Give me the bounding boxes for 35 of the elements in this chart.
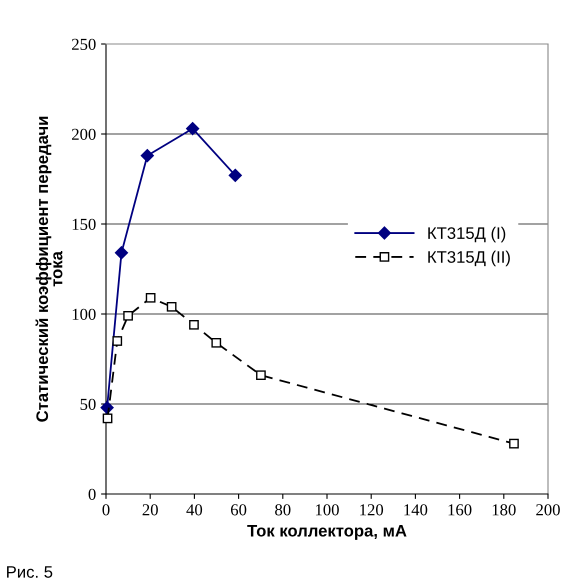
x-axis-title: Ток коллектора, мА xyxy=(247,525,407,540)
point xyxy=(123,310,133,321)
y-tick-label: 250 xyxy=(72,38,96,50)
legend-label: КТ315Д (II) xyxy=(428,250,510,266)
point xyxy=(102,414,112,424)
point xyxy=(189,320,199,330)
x-tick-label: 60 xyxy=(230,504,246,516)
x-tick-label: 0 xyxy=(102,504,110,516)
point xyxy=(211,338,222,348)
y-tick-label: 200 xyxy=(72,128,96,140)
point xyxy=(112,336,122,346)
point xyxy=(256,370,266,380)
point xyxy=(509,438,519,448)
x-tick-label: 200 xyxy=(536,504,560,516)
point xyxy=(186,122,200,136)
point xyxy=(146,292,156,303)
x-tick-label: 40 xyxy=(186,504,202,516)
x-tick-label: 120 xyxy=(360,504,384,516)
x-tick-label: 160 xyxy=(448,504,472,516)
y-tick-label: 100 xyxy=(72,308,96,320)
point xyxy=(114,246,128,260)
point xyxy=(228,168,242,182)
legend-label: КТ315Д (I) xyxy=(428,226,506,242)
y-tick-label: 50 xyxy=(80,398,96,410)
x-tick-label: 80 xyxy=(275,504,290,516)
y-tick-label: 0 xyxy=(88,488,96,500)
point xyxy=(140,149,154,162)
x-tick-label: 20 xyxy=(142,504,158,516)
point xyxy=(166,302,176,312)
y-axis-title: Статический коэффициент передачи тока xyxy=(36,116,62,422)
text: Рис. 5 xyxy=(7,566,52,578)
x-tick-label: 180 xyxy=(492,504,516,516)
x-tick-label: 100 xyxy=(316,504,339,516)
x-tick-label: 140 xyxy=(404,504,428,516)
y-tick-label: 150 xyxy=(72,218,96,230)
